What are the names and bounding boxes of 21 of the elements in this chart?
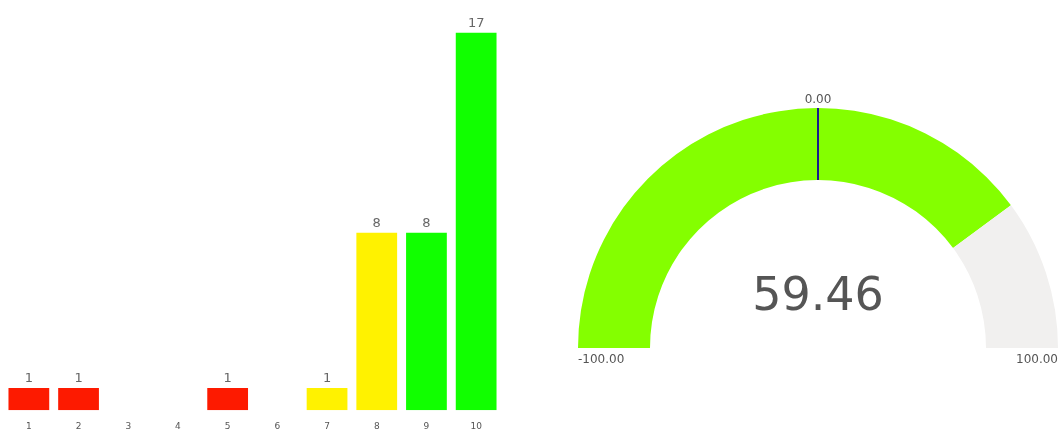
text: 100.00 — [1016, 352, 1058, 367]
x-tick-label: 1 — [25, 420, 32, 431]
text: 59.46 — [752, 266, 884, 321]
x-tick-label: 4 — [175, 420, 182, 431]
x-tick-label: 9 — [423, 420, 430, 431]
data-label: 17 — [467, 14, 485, 30]
data-label: 1 — [74, 369, 83, 385]
data-label: 1 — [24, 369, 33, 385]
x-tick-label: 8 — [373, 420, 380, 431]
data-label: 8 — [372, 214, 381, 230]
x-tick-label: 10 — [470, 420, 483, 431]
x-tick-label: 6 — [274, 420, 281, 431]
data-label: 8 — [422, 214, 431, 230]
x-tick-label: 2 — [75, 420, 82, 431]
data-label: 1 — [322, 369, 332, 385]
x-tick-label: 5 — [224, 420, 231, 431]
data-label: 1 — [223, 369, 232, 385]
x-tick-label: 3 — [125, 420, 132, 431]
text: -100.00 — [578, 352, 625, 367]
text: 0.00 — [804, 92, 832, 107]
x-tick-label: 7 — [324, 420, 330, 431]
